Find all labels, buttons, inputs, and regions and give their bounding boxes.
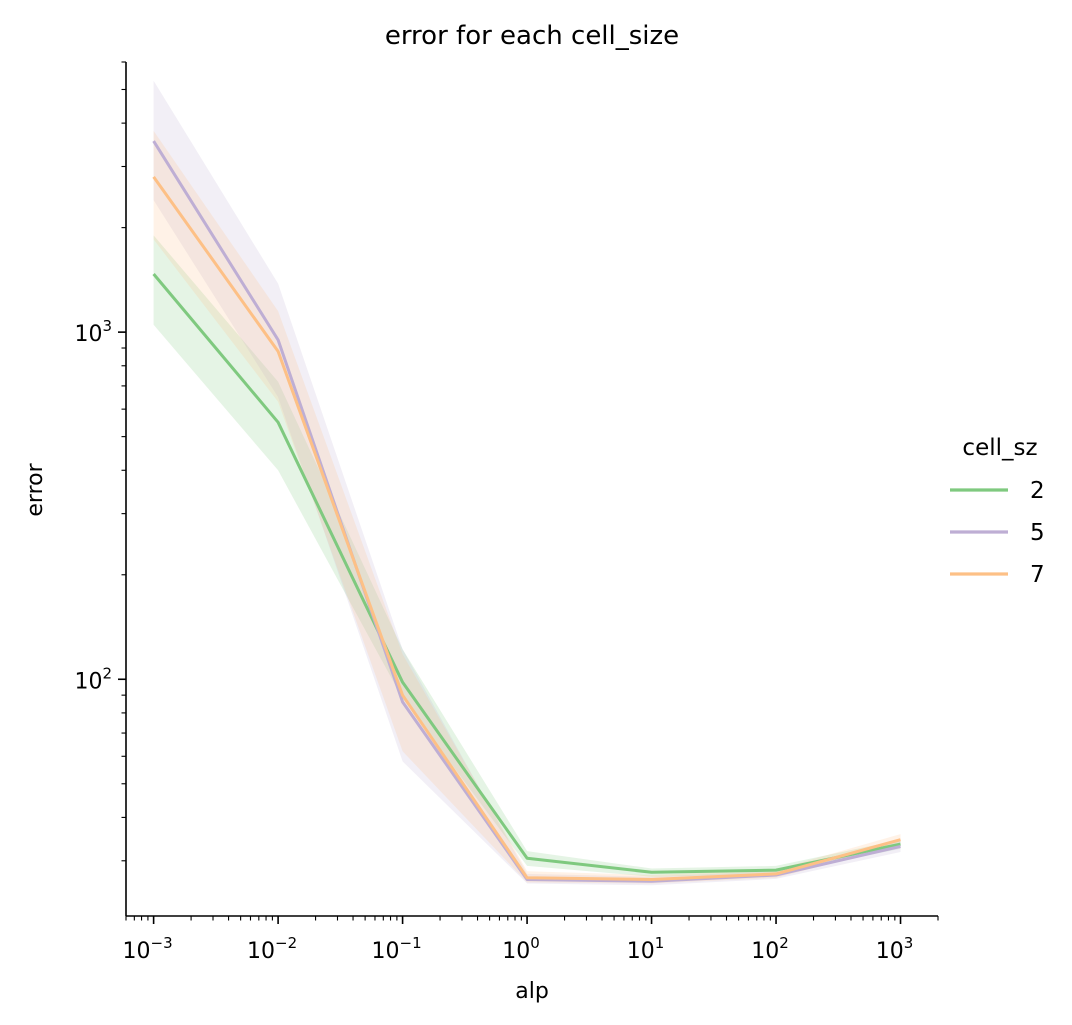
x-tick-label: 101 — [627, 934, 665, 964]
confidence-band-5 — [153, 80, 901, 886]
series-line-7 — [152, 176, 901, 881]
x-tick-label: 10−2 — [247, 934, 297, 964]
x-tick-label: 103 — [876, 934, 914, 964]
legend-title: cell_sz — [962, 435, 1037, 461]
legend-label-5: 5 — [1030, 520, 1045, 546]
x-tick-label: 10−3 — [123, 934, 173, 964]
chart-title: error for each cell_size — [385, 21, 679, 51]
y-tick-label: 102 — [74, 664, 112, 694]
x-tick-label: 10−1 — [372, 934, 422, 964]
axes — [125, 62, 938, 917]
y-tick-label: 103 — [74, 317, 112, 347]
y-axis-title: error — [23, 462, 48, 516]
confidence-band-7 — [153, 130, 901, 884]
x-axis-title: alp — [515, 979, 549, 1004]
x-tick-label: 102 — [751, 934, 789, 964]
legend-label-2: 2 — [1030, 478, 1045, 504]
legend-label-7: 7 — [1030, 562, 1045, 588]
x-tick-label: 100 — [502, 934, 540, 964]
series-lines — [152, 140, 901, 883]
confidence-bands — [153, 80, 901, 886]
series-line-2 — [152, 273, 901, 874]
ticks: 10−3 10−2 10−1 100 101 102 103 102 103 — [74, 61, 939, 964]
series-line-5 — [152, 140, 901, 883]
legend: cell_sz 2 5 7 — [950, 435, 1045, 588]
